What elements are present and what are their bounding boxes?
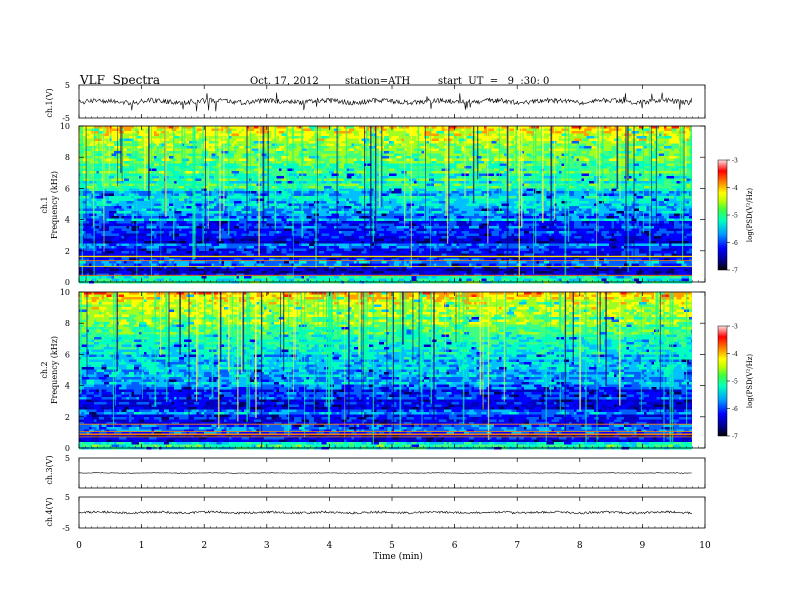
y-tick-label: 4 xyxy=(65,382,70,391)
station-label: station=ATH xyxy=(345,76,411,87)
ch1-spec-label: ch.1 xyxy=(40,196,49,213)
colorbar-label: log(PSD(V²/Hz) xyxy=(746,188,754,243)
y-tick-label: -5 xyxy=(62,114,70,123)
figure-title: VLF Spectra xyxy=(80,73,161,87)
colorbar-tick-label: -3 xyxy=(732,324,738,331)
waveform-line xyxy=(78,92,693,112)
colorbar-tick-label: -4 xyxy=(732,351,738,358)
y-tick-label: 5 xyxy=(65,81,70,90)
x-tick-label: 5 xyxy=(389,541,395,551)
colorbar-tick-label: -4 xyxy=(732,185,738,192)
y-tick-label: 5 xyxy=(65,493,70,502)
x-tick-label: 2 xyxy=(201,541,207,551)
ch3-waveform-panel: 5 xyxy=(65,454,706,489)
waveform-line xyxy=(78,510,693,515)
y-tick-label: 8 xyxy=(65,153,70,162)
x-tick-label: 6 xyxy=(452,541,458,551)
colorbar-tick-label: -6 xyxy=(732,240,738,247)
ch1-waveform-panel: 5 -5 xyxy=(62,81,706,123)
colorbar-tick-label: -3 xyxy=(732,158,738,165)
ch1-spectrogram-panel: 0 2 4 6 8 10 xyxy=(60,122,706,287)
colorbar-label: log(PSD(V²/Hz) xyxy=(746,354,754,409)
colorbar-ch1: -3 -4 -5 -6 -7 log(PSD(V²/Hz) xyxy=(717,158,754,275)
y-tick-label: 0 xyxy=(65,444,70,453)
y-tick-label: 10 xyxy=(60,288,70,297)
x-tick-label: 4 xyxy=(327,541,333,551)
date-label: Oct. 17, 2012 xyxy=(250,76,319,87)
start-time-label: start UT = 9 :30: 0 xyxy=(438,76,550,87)
ch3-ylabel: ch.3(V) xyxy=(45,455,54,484)
y-tick-label: 5 xyxy=(65,454,70,463)
y-tick-label: 0 xyxy=(65,278,70,287)
ch2-spec-label: ch.2 xyxy=(40,361,49,378)
x-axis-label: Time (min) xyxy=(373,551,423,562)
ch2-spectrogram-panel: 0 2 4 6 8 10 xyxy=(60,288,706,453)
colorbar-tick-label: -7 xyxy=(732,268,738,275)
ch1-freq-label: Frequency (kHz) xyxy=(50,171,59,239)
x-tick-label: 8 xyxy=(577,541,583,551)
colorbar-tick-label: -6 xyxy=(732,406,738,413)
waveform-line xyxy=(78,472,692,474)
y-tick-label: 2 xyxy=(65,413,70,422)
x-tick-label: 7 xyxy=(514,541,520,551)
x-tick-label: 10 xyxy=(699,541,711,551)
y-tick-label: 2 xyxy=(65,247,70,256)
ch2-freq-label: Frequency (kHz) xyxy=(50,336,59,404)
y-tick-label: 6 xyxy=(65,350,70,359)
ch4-ylabel: ch.4(V) xyxy=(45,497,54,526)
colorbar-tick-label: -7 xyxy=(732,434,738,441)
x-tick-label: 9 xyxy=(640,541,646,551)
colorbar-tick-label: -5 xyxy=(732,213,738,220)
ch1-ylabel: ch.1(V) xyxy=(45,88,54,117)
ch4-waveform-panel: 5 -5 xyxy=(62,493,706,533)
x-tick-label: 0 xyxy=(76,541,82,551)
y-tick-label: 8 xyxy=(65,319,70,328)
y-tick-label: 6 xyxy=(65,184,70,193)
x-tick-label: 1 xyxy=(139,541,145,551)
y-tick-label: 10 xyxy=(60,122,70,131)
colorbar-ch2: -3 -4 -5 -6 -7 log(PSD(V²/Hz) xyxy=(717,324,754,441)
y-tick-label: -5 xyxy=(62,524,70,533)
x-tick-label: 3 xyxy=(264,541,270,551)
y-tick-label: 4 xyxy=(65,216,70,225)
colorbar-tick-label: -5 xyxy=(732,379,738,386)
